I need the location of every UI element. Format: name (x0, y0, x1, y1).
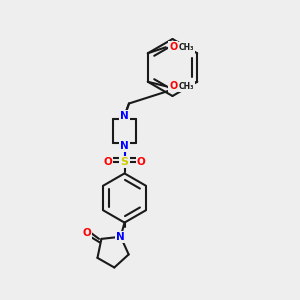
Text: CH₃: CH₃ (179, 82, 195, 91)
Text: O: O (169, 81, 177, 91)
Text: O: O (82, 228, 91, 238)
Text: O: O (136, 157, 146, 167)
Text: O: O (103, 157, 112, 167)
Text: N: N (120, 141, 129, 152)
Text: N: N (120, 111, 129, 122)
Text: CH₃: CH₃ (179, 43, 195, 52)
Text: O: O (169, 42, 177, 52)
Text: S: S (121, 157, 128, 167)
Text: N: N (116, 232, 125, 242)
